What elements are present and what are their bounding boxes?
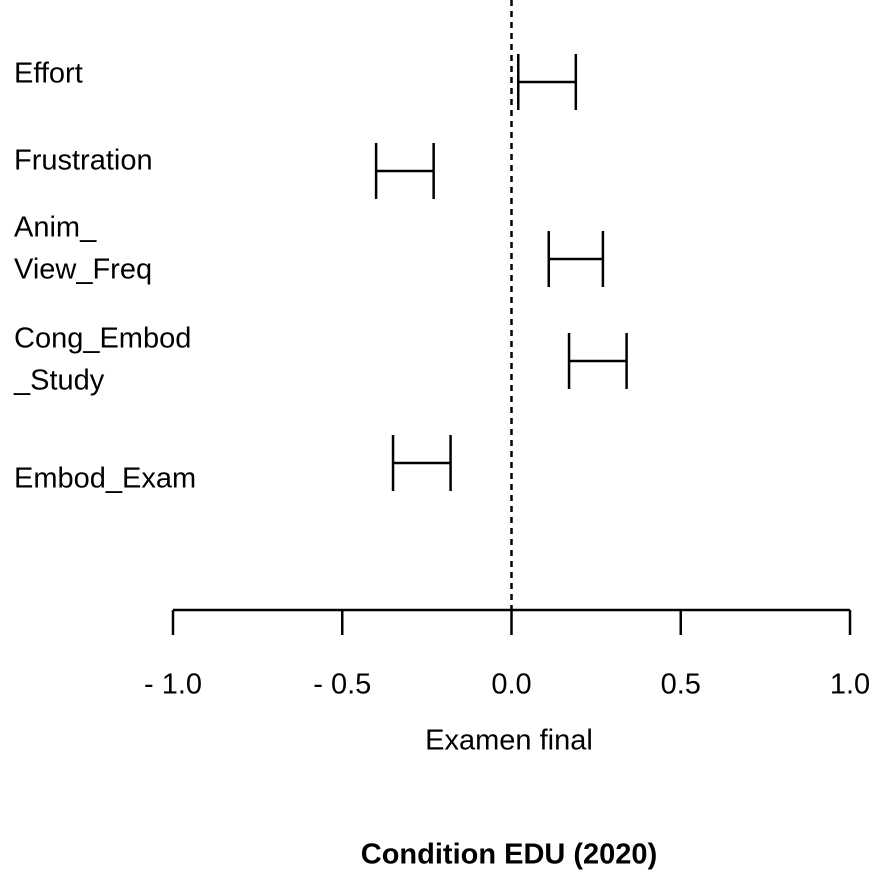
category-label: Embod_Exam: [14, 463, 196, 495]
chart-title: Condition EDU (2020): [361, 839, 657, 871]
category-label: Frustration: [14, 145, 153, 177]
category-label: View_Freq: [14, 254, 152, 286]
category-label: Anim_: [14, 212, 97, 244]
x-tick-label: 1.0: [830, 669, 870, 701]
x-axis-label: Examen final: [425, 725, 593, 757]
category-label: Cong_Embod: [14, 323, 191, 355]
category-label: _Study: [13, 365, 105, 397]
x-tick-label: 0.0: [491, 669, 531, 701]
category-label: Effort: [14, 58, 83, 90]
x-tick-label: - 0.5: [313, 669, 371, 701]
x-tick-label: - 1.0: [144, 669, 202, 701]
x-tick-label: 0.5: [661, 669, 701, 701]
